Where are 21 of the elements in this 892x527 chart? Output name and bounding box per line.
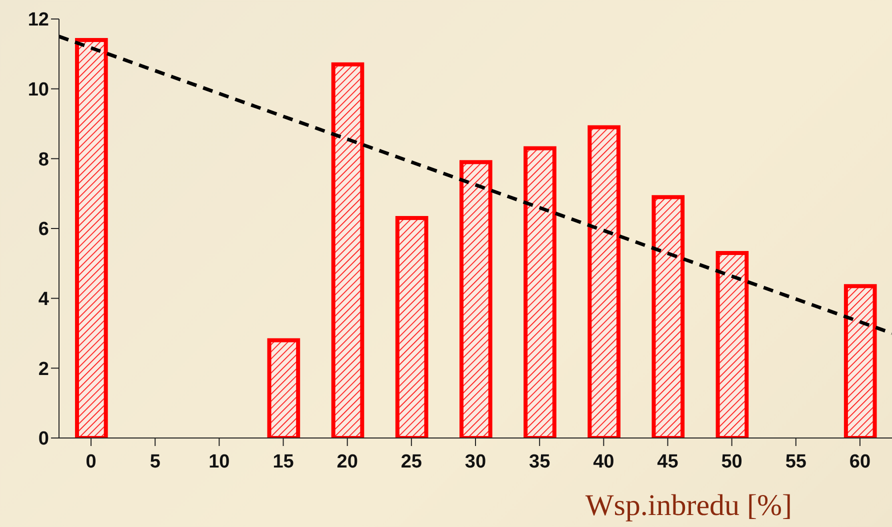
y-tick-label: 0: [38, 428, 49, 450]
x-axis-title: Wsp.inbredu [%]: [585, 489, 792, 523]
x-tick-label: 0: [86, 451, 96, 472]
x-tick-label: 35: [529, 451, 551, 472]
x-tick-label: 15: [272, 451, 294, 472]
x-tick-label: 55: [785, 451, 807, 472]
y-tick-label: 10: [28, 80, 49, 101]
x-tick-label: 60: [849, 451, 871, 472]
x-tick-label: 40: [593, 451, 614, 472]
x-tick-label: 50: [721, 451, 742, 472]
x-tick-label: 5: [150, 451, 161, 472]
x-tick-label: 45: [657, 451, 679, 472]
x-tick-label: 30: [464, 451, 486, 472]
y-tick-label: 12: [28, 10, 49, 31]
x-tick-label: 20: [336, 451, 358, 472]
y-tick-label: 6: [38, 219, 49, 240]
y-tick-label: 8: [38, 149, 49, 170]
x-tick-label: 10: [208, 451, 230, 472]
y-tick-label: 4: [38, 289, 50, 310]
x-tick-label: 25: [400, 451, 422, 472]
y-tick-label: 2: [38, 358, 49, 380]
